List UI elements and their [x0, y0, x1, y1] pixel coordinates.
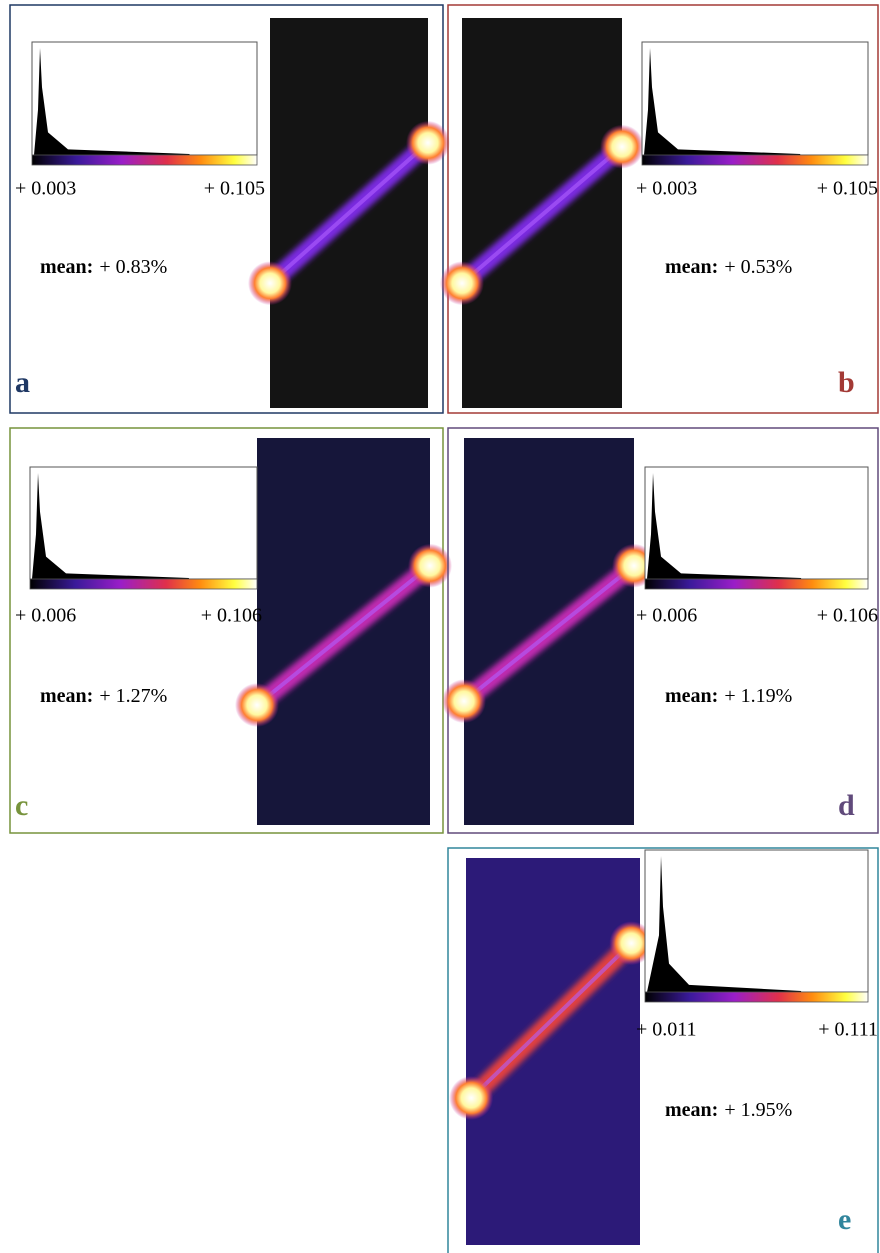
panel-letter: b: [838, 366, 855, 399]
histogram-box: [641, 41, 869, 156]
panel-letter: d: [838, 789, 855, 822]
min-label: + 0.011: [636, 1019, 697, 1041]
colorbar: [641, 154, 869, 166]
histogram: [647, 856, 802, 992]
mean-text: mean: + 1.95%: [665, 1099, 792, 1121]
histogram-box: [29, 466, 258, 580]
hot-spot: [449, 1075, 494, 1120]
hot-spot: [248, 261, 292, 306]
colorbar: [29, 578, 258, 590]
max-label: + 0.105: [204, 178, 265, 200]
hot-spot: [609, 921, 654, 966]
histogram: [32, 473, 189, 579]
mean-label: mean:: [665, 685, 718, 707]
mean-value: + 1.95%: [724, 1099, 792, 1121]
mean-text: mean: + 0.83%: [40, 256, 167, 278]
colorbar: [644, 991, 869, 1003]
panel-letter: a: [15, 366, 30, 399]
hot-spot: [440, 261, 484, 306]
panel-border: [9, 427, 444, 834]
hot-spot: [235, 683, 279, 728]
min-label: + 0.003: [15, 178, 76, 200]
panel-border: [447, 427, 879, 834]
crack-core: [268, 141, 430, 285]
histogram-box: [644, 466, 869, 580]
mean-text: mean: + 0.53%: [665, 256, 792, 278]
crack-core: [460, 145, 624, 285]
mean-text: mean: + 1.19%: [665, 685, 792, 707]
crack-core: [462, 564, 636, 703]
max-label: + 0.111: [818, 1019, 878, 1041]
colorbar: [644, 578, 869, 590]
mean-label: mean:: [40, 685, 93, 707]
panel-letter: e: [838, 1203, 851, 1236]
histogram: [647, 473, 802, 579]
hot-spot: [442, 679, 486, 724]
mean-value: + 1.19%: [724, 685, 792, 707]
mean-label: mean:: [40, 256, 93, 278]
min-label: + 0.003: [636, 178, 697, 200]
min-label: + 0.006: [636, 605, 697, 627]
histogram: [34, 48, 190, 155]
hot-spot: [600, 124, 644, 169]
max-label: + 0.105: [817, 178, 878, 200]
mean-value: + 0.53%: [724, 256, 792, 278]
mean-label: mean:: [665, 256, 718, 278]
mean-value: + 0.83%: [99, 256, 167, 278]
colorbar: [31, 154, 258, 166]
hot-spot: [408, 543, 452, 588]
mean-text: mean: + 1.27%: [40, 685, 167, 707]
max-label: + 0.106: [817, 605, 878, 627]
mean-value: + 1.27%: [99, 685, 167, 707]
min-label: + 0.006: [15, 605, 76, 627]
histogram-box: [31, 41, 258, 156]
mean-label: mean:: [665, 1099, 718, 1121]
crack-core: [469, 941, 633, 1100]
hot-spot: [406, 120, 450, 165]
panel-border: [9, 4, 444, 414]
max-label: + 0.106: [201, 605, 262, 627]
crack-core: [255, 564, 432, 707]
panel-letter: c: [15, 789, 28, 822]
histogram-box: [644, 849, 869, 993]
panel-border: [447, 4, 879, 414]
panel-border: [447, 847, 879, 1253]
histogram: [644, 48, 801, 155]
strain-map: [466, 858, 640, 1245]
